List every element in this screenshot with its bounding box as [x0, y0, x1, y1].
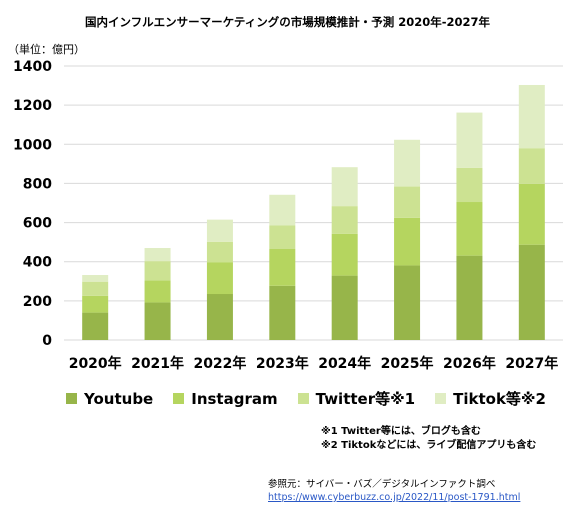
- bar-segment: [518, 183, 545, 245]
- bar-segment: [394, 217, 421, 266]
- bar-segment: [394, 265, 421, 340]
- unit-label: （単位：億円）: [8, 43, 85, 56]
- source-link[interactable]: https://www.cyberbuzz.co.jp/2022/11/post…: [268, 492, 521, 503]
- bar-segment: [269, 285, 296, 340]
- source: 参照元：サイバー・バズ／デジタルインファクト調べ https://www.cyb…: [268, 478, 520, 504]
- bar-segment: [269, 225, 296, 249]
- bar-segment: [82, 281, 109, 296]
- y-tick-label: 1200: [13, 98, 52, 114]
- footnote-1: ※1 Twitter等には、ブログも含む: [321, 426, 481, 437]
- y-tick-label: 1400: [13, 59, 52, 75]
- bar-segment: [82, 295, 109, 313]
- y-tick-label: 800: [23, 176, 52, 192]
- bar-segment: [331, 233, 358, 276]
- bar-segment: [394, 139, 421, 187]
- bar-segment: [144, 280, 171, 303]
- legend-item-twitter: Twitter等※1: [297, 388, 416, 409]
- bar-segment: [206, 294, 233, 340]
- legend-swatch-youtube: [66, 393, 77, 404]
- bar-segment: [331, 275, 358, 340]
- bar-segment: [518, 84, 545, 149]
- legend-swatch-twitter: [297, 393, 309, 404]
- legend: Youtube Instagram Twitter等※1 Tiktok等※2: [66, 388, 546, 409]
- bar-segment: [331, 206, 358, 234]
- bar-segment: [144, 302, 171, 340]
- bar-segment: [269, 248, 296, 286]
- x-tick-label: 2020年: [69, 355, 122, 372]
- legend-label-tiktok: Tiktok等※2: [453, 390, 546, 408]
- bar-segment: [456, 202, 483, 256]
- bar-segment: [518, 148, 545, 184]
- source-text: 参照元：サイバー・バズ／デジタルインファクト調べ: [268, 479, 496, 490]
- footnotes: ※1 Twitter等には、ブログも含む ※2 Tiktokなどには、ライブ配信…: [321, 425, 536, 453]
- x-tick-label: 2027年: [505, 355, 558, 372]
- legend-label-instagram: Instagram: [191, 389, 278, 408]
- bar-segment: [82, 275, 109, 282]
- x-tick-label: 2021年: [131, 355, 184, 372]
- bar-segment: [206, 219, 233, 242]
- footnote-2: ※2 Tiktokなどには、ライブ配信アプリも含む: [321, 440, 537, 451]
- bar-segment: [206, 262, 233, 295]
- chart-title: 国内インフルエンサーマーケティングの市場規模推計・予測 2020年-2027年: [84, 15, 491, 29]
- bar-segment: [394, 186, 421, 218]
- bar-segment: [456, 112, 483, 168]
- y-tick-label: 1000: [13, 137, 52, 153]
- y-tick-label: 200: [23, 294, 52, 310]
- x-tick-label: 2022年: [193, 355, 246, 372]
- x-tick-label: 2023年: [256, 355, 309, 372]
- y-tick-label: 400: [23, 255, 52, 271]
- bar-segment: [144, 248, 171, 262]
- legend-item-instagram: Instagram: [173, 389, 278, 408]
- legend-swatch-tiktok: [435, 393, 447, 404]
- legend-label-youtube: Youtube: [84, 389, 154, 408]
- y-tick-label: 0: [42, 333, 52, 349]
- bar-segment: [144, 261, 171, 281]
- legend-item-tiktok: Tiktok等※2: [435, 388, 546, 409]
- x-tick-label: 2024年: [318, 355, 371, 372]
- bar-segment: [82, 312, 109, 340]
- bar-segment: [269, 194, 296, 226]
- y-tick-label: 600: [23, 216, 52, 232]
- legend-swatch-instagram: [173, 393, 185, 404]
- bar-segment: [456, 167, 483, 203]
- x-tick-label: 2026年: [443, 355, 496, 372]
- bar-segment: [331, 167, 358, 207]
- bar-segment: [206, 241, 233, 263]
- bar-segment: [518, 244, 545, 340]
- legend-item-youtube: Youtube: [66, 390, 153, 408]
- bar-segment: [456, 255, 483, 340]
- x-tick-label: 2025年: [381, 355, 434, 372]
- legend-label-twitter: Twitter等※1: [315, 390, 416, 408]
